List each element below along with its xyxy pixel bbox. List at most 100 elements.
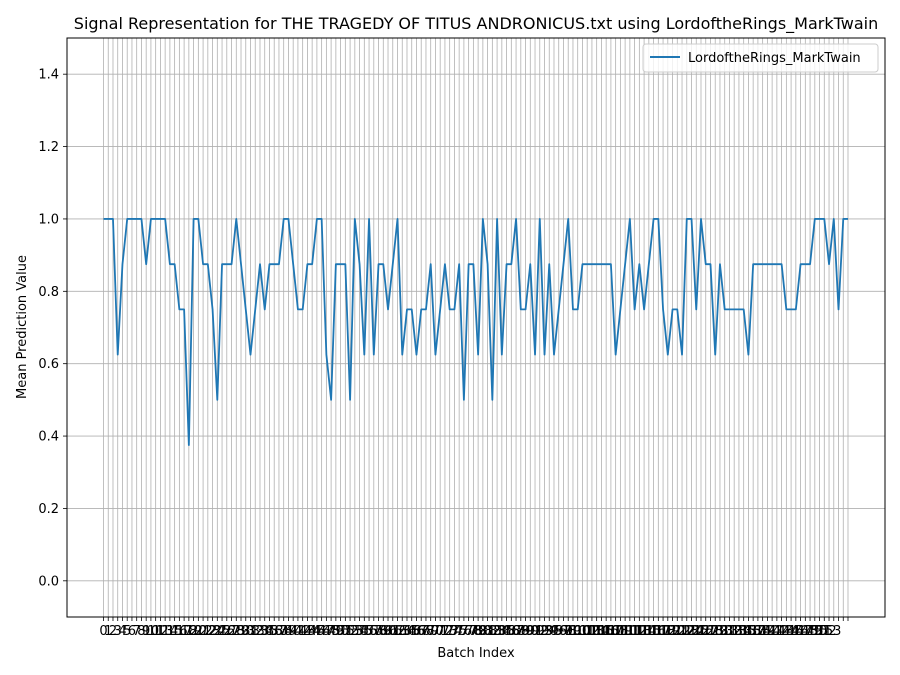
x-tick-label: 111 xyxy=(617,624,642,639)
y-tick-label: 0.2 xyxy=(38,502,59,517)
x-tick-label: 96 xyxy=(550,624,567,639)
x-tick-label: 37 xyxy=(271,624,288,639)
x-tick-label: 4 xyxy=(118,624,126,639)
x-tick-label: 46 xyxy=(313,624,330,639)
x-tick-label: 131 xyxy=(712,624,737,639)
x-tick-label: 89 xyxy=(517,624,534,639)
x-tick-label: 103 xyxy=(580,624,605,639)
legend-entry-label: LordoftheRings_MarkTwain xyxy=(688,51,861,66)
x-tick-label: 133 xyxy=(722,624,747,639)
x-tick-label: 36 xyxy=(266,624,283,639)
x-tick-label: 114 xyxy=(632,624,657,639)
x-tick-label: 14 xyxy=(162,624,179,639)
x-tick-label: 47 xyxy=(318,624,335,639)
x-tick-label: 32 xyxy=(247,624,264,639)
x-tick-label: 44 xyxy=(304,624,321,639)
x-tick-label: 9 xyxy=(142,624,150,639)
x-tick-label: 151 xyxy=(807,624,832,639)
x-tick-label: 135 xyxy=(731,624,756,639)
x-tick-label: 39 xyxy=(280,624,297,639)
x-tick-label: 6 xyxy=(128,624,136,639)
x-tick-label: 137 xyxy=(741,624,766,639)
y-tick-label: 1.0 xyxy=(38,212,59,227)
x-tick-label: 102 xyxy=(575,624,600,639)
x-tick-label: 67 xyxy=(413,624,430,639)
x-tick-label: 60 xyxy=(380,624,397,639)
x-tick-label: 142 xyxy=(764,624,789,639)
x-tick-label: 80 xyxy=(475,624,492,639)
x-tick-label: 112 xyxy=(622,624,647,639)
x-tick-label: 43 xyxy=(299,624,316,639)
x-tick-label: 149 xyxy=(798,624,823,639)
x-tick-label: 29 xyxy=(233,624,250,639)
x-tick-label: 15 xyxy=(166,624,183,639)
x-tick-label: 153 xyxy=(817,624,842,639)
y-tick-label: 0.4 xyxy=(38,430,59,445)
x-tick-label: 118 xyxy=(651,624,676,639)
x-tick-label: 94 xyxy=(541,624,558,639)
y-tick-label: 0.8 xyxy=(38,285,59,300)
x-tick-label: 34 xyxy=(256,624,273,639)
x-tick-label: 130 xyxy=(708,624,733,639)
x-tick-label: 53 xyxy=(347,624,364,639)
x-tick-label: 104 xyxy=(584,624,609,639)
x-tick-label: 65 xyxy=(403,624,420,639)
x-tick-label: 100 xyxy=(565,624,590,639)
x-tick-label: 12 xyxy=(152,624,169,639)
x-tick-label: 8 xyxy=(137,624,145,639)
x-tick-label: 11 xyxy=(147,624,164,639)
x-tick-label: 55 xyxy=(356,624,373,639)
x-tick-label: 87 xyxy=(508,624,525,639)
x-tick-label: 76 xyxy=(456,624,473,639)
x-tick-label: 138 xyxy=(745,624,770,639)
x-tick-label: 121 xyxy=(665,624,690,639)
x-tick-label: 63 xyxy=(394,624,411,639)
x-tick-label: 84 xyxy=(494,624,511,639)
x-tick-label: 88 xyxy=(513,624,530,639)
x-tick-label: 22 xyxy=(200,624,217,639)
x-tick-label: 108 xyxy=(603,624,628,639)
x-tick-label: 152 xyxy=(812,624,837,639)
x-tick-label: 40 xyxy=(285,624,302,639)
x-tick-label: 66 xyxy=(408,624,425,639)
x-tick-label: 136 xyxy=(736,624,761,639)
x-tick-label: 95 xyxy=(546,624,563,639)
x-tick-label: 57 xyxy=(366,624,383,639)
x-tick-label: 115 xyxy=(636,624,661,639)
y-tick-label: 0.0 xyxy=(38,574,59,589)
x-tick-label: 120 xyxy=(660,624,685,639)
x-tick-label: 123 xyxy=(674,624,699,639)
x-tick-label: 49 xyxy=(328,624,345,639)
x-tick-label: 20 xyxy=(190,624,207,639)
x-tick-label: 1 xyxy=(104,624,112,639)
x-tick-label: 122 xyxy=(670,624,695,639)
x-tick-label: 91 xyxy=(527,624,544,639)
x-tick-label: 77 xyxy=(460,624,477,639)
x-tick-label: 73 xyxy=(441,624,458,639)
x-tick-label: 145 xyxy=(779,624,804,639)
y-tick-label: 0.6 xyxy=(38,357,59,372)
x-tick-label: 13 xyxy=(157,624,174,639)
x-tick-label: 141 xyxy=(760,624,785,639)
x-tick-label: 78 xyxy=(465,624,482,639)
x-tick-label: 68 xyxy=(418,624,435,639)
x-tick-label: 85 xyxy=(498,624,515,639)
x-tick-label: 93 xyxy=(536,624,553,639)
x-tick-label: 50 xyxy=(332,624,349,639)
x-tick-label: 110 xyxy=(613,624,638,639)
x-tick-label: 109 xyxy=(608,624,633,639)
axes-frame xyxy=(66,37,886,618)
x-tick-label: 21 xyxy=(195,624,212,639)
x-tick-label: 45 xyxy=(309,624,326,639)
x-tick-label: 125 xyxy=(684,624,709,639)
x-tick-label: 35 xyxy=(261,624,278,639)
x-tick-label: 144 xyxy=(774,624,799,639)
x-tick-label: 134 xyxy=(727,624,752,639)
x-tick-label: 128 xyxy=(698,624,723,639)
x-tick-label: 41 xyxy=(290,624,307,639)
x-tick-label: 54 xyxy=(351,624,368,639)
x-tick-label: 124 xyxy=(679,624,704,639)
x-tick-label: 38 xyxy=(275,624,292,639)
plot-area: 0123456789101112131415161718192021222324… xyxy=(38,37,886,639)
